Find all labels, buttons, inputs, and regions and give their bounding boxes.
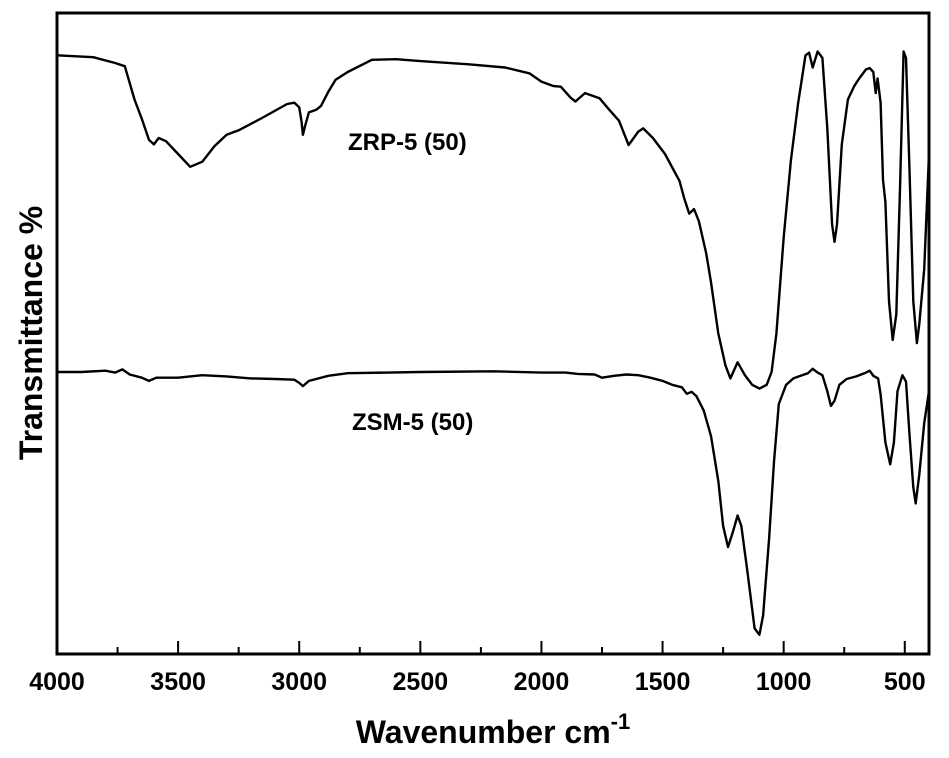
spectrum-line-zsm5 xyxy=(55,367,931,636)
x-axis-title-superscript: -1 xyxy=(611,709,631,734)
x-axis-title: Wavenumber cm-1 xyxy=(356,709,630,750)
x-tick-label: 2000 xyxy=(514,668,570,696)
x-axis-tick-labels: 4000 3500 3000 2500 2000 1500 1000 500 xyxy=(29,668,925,696)
x-tick-label: 3500 xyxy=(150,668,206,696)
x-tick-label: 4000 xyxy=(29,668,85,696)
x-tick-label: 1500 xyxy=(635,668,691,696)
spectrum-line-zrp5 xyxy=(55,50,931,390)
series-label-zrp5: ZRP-5 (50) xyxy=(348,129,467,156)
plot-frame xyxy=(55,11,931,656)
x-tick-label: 1000 xyxy=(756,668,812,696)
x-tick-label: 500 xyxy=(884,668,926,696)
x-tick-label: 2500 xyxy=(393,668,449,696)
series-label-zsm5: ZSM-5 (50) xyxy=(352,409,473,436)
x-axis-title-main: Wavenumber cm xyxy=(356,714,611,750)
y-axis-title: Transmittance % xyxy=(13,206,49,460)
x-tick-label: 3000 xyxy=(271,668,327,696)
x-axis-ticks xyxy=(56,641,906,654)
